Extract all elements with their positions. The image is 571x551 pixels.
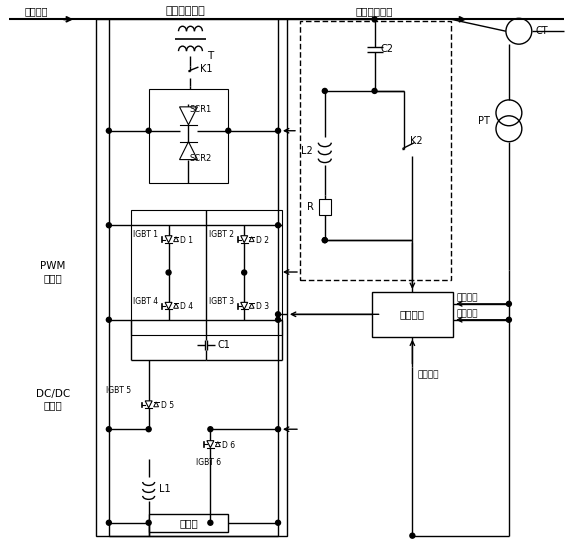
Text: 电池状态: 电池状态 [417,370,439,379]
Bar [96,19,287,536]
Circle shape [506,317,512,322]
Text: K1: K1 [200,64,212,74]
Bar [131,210,282,334]
Text: C2: C2 [380,44,393,54]
Text: IGBT 6: IGBT 6 [196,457,221,467]
Bar [319,199,331,215]
Text: L1: L1 [159,484,170,494]
Circle shape [106,317,111,322]
Circle shape [372,17,377,22]
Text: 电压采样: 电压采样 [456,293,478,302]
Polygon shape [165,302,172,309]
Text: 控制单元: 控制单元 [400,309,425,319]
Circle shape [322,89,327,94]
Bar [372,292,453,337]
Text: D 5: D 5 [160,401,174,410]
Text: CT: CT [536,26,548,36]
Polygon shape [174,304,179,308]
Circle shape [106,223,111,228]
Circle shape [226,128,231,133]
Circle shape [146,426,151,432]
Text: PWM
换流器: PWM 换流器 [41,261,66,283]
Polygon shape [179,107,198,125]
Text: D 3: D 3 [256,302,269,311]
Circle shape [106,426,111,432]
Text: 电池组: 电池组 [179,518,198,528]
Text: IGBT 5: IGBT 5 [106,386,131,395]
Circle shape [276,128,280,133]
Polygon shape [154,402,159,407]
Text: SCR2: SCR2 [190,154,211,163]
Circle shape [106,520,111,525]
Polygon shape [241,236,248,242]
Bar [300,21,451,280]
Circle shape [276,223,280,228]
Text: C1: C1 [218,339,231,350]
Text: IGBT 1: IGBT 1 [133,230,158,239]
Text: D 1: D 1 [180,236,194,245]
Circle shape [208,520,213,525]
Circle shape [410,533,415,538]
Circle shape [106,128,111,133]
Text: D 4: D 4 [180,302,194,311]
Text: DC/DC
变换器: DC/DC 变换器 [36,388,70,410]
Polygon shape [207,441,214,447]
Text: 电流采样: 电流采样 [456,309,478,318]
Polygon shape [215,442,220,446]
Polygon shape [165,236,172,242]
Polygon shape [249,304,254,308]
Circle shape [276,317,280,322]
Text: SCR1: SCR1 [190,105,211,115]
Bar [148,514,228,532]
Bar [148,89,228,183]
Circle shape [166,270,171,275]
Text: K2: K2 [410,136,423,145]
Text: D 6: D 6 [222,441,235,450]
Polygon shape [174,237,179,242]
Circle shape [276,520,280,525]
Circle shape [322,237,327,242]
Text: R: R [307,202,314,212]
Circle shape [276,426,280,432]
Text: IGBT 4: IGBT 4 [133,297,158,306]
Text: 有源补偿单元: 有源补偿单元 [166,7,206,17]
Text: L2: L2 [301,145,313,155]
Polygon shape [179,142,198,160]
Circle shape [146,520,151,525]
Text: 高压线路: 高压线路 [25,7,48,17]
Text: PT: PT [478,116,490,126]
Circle shape [208,426,213,432]
Polygon shape [145,401,152,408]
Circle shape [146,128,151,133]
Polygon shape [241,302,248,309]
Circle shape [242,270,247,275]
Circle shape [506,301,512,306]
Text: IGBT 3: IGBT 3 [208,297,234,306]
Circle shape [322,237,327,242]
Polygon shape [249,237,254,242]
Circle shape [372,89,377,94]
Text: 无源补偿单元: 无源补偿单元 [356,7,393,17]
Text: D 2: D 2 [256,236,269,245]
Text: T: T [207,51,214,61]
Circle shape [276,312,280,317]
Text: IGBT 2: IGBT 2 [209,230,234,239]
